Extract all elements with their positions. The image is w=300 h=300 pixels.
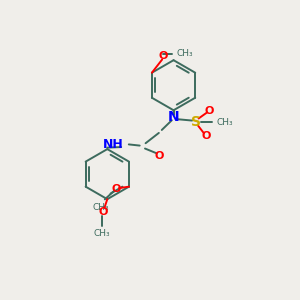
Text: NH: NH <box>103 138 124 151</box>
Text: O: O <box>154 151 164 160</box>
Text: N: N <box>168 110 179 124</box>
Text: O: O <box>204 106 214 116</box>
Text: CH₃: CH₃ <box>93 202 110 211</box>
Text: CH₃: CH₃ <box>177 49 194 58</box>
Text: CH₃: CH₃ <box>94 229 110 238</box>
Text: O: O <box>159 51 168 61</box>
Text: O: O <box>201 131 211 141</box>
Text: S: S <box>190 115 201 129</box>
Text: O: O <box>112 184 121 194</box>
Text: CH₃: CH₃ <box>216 118 233 127</box>
Text: O: O <box>98 206 108 217</box>
